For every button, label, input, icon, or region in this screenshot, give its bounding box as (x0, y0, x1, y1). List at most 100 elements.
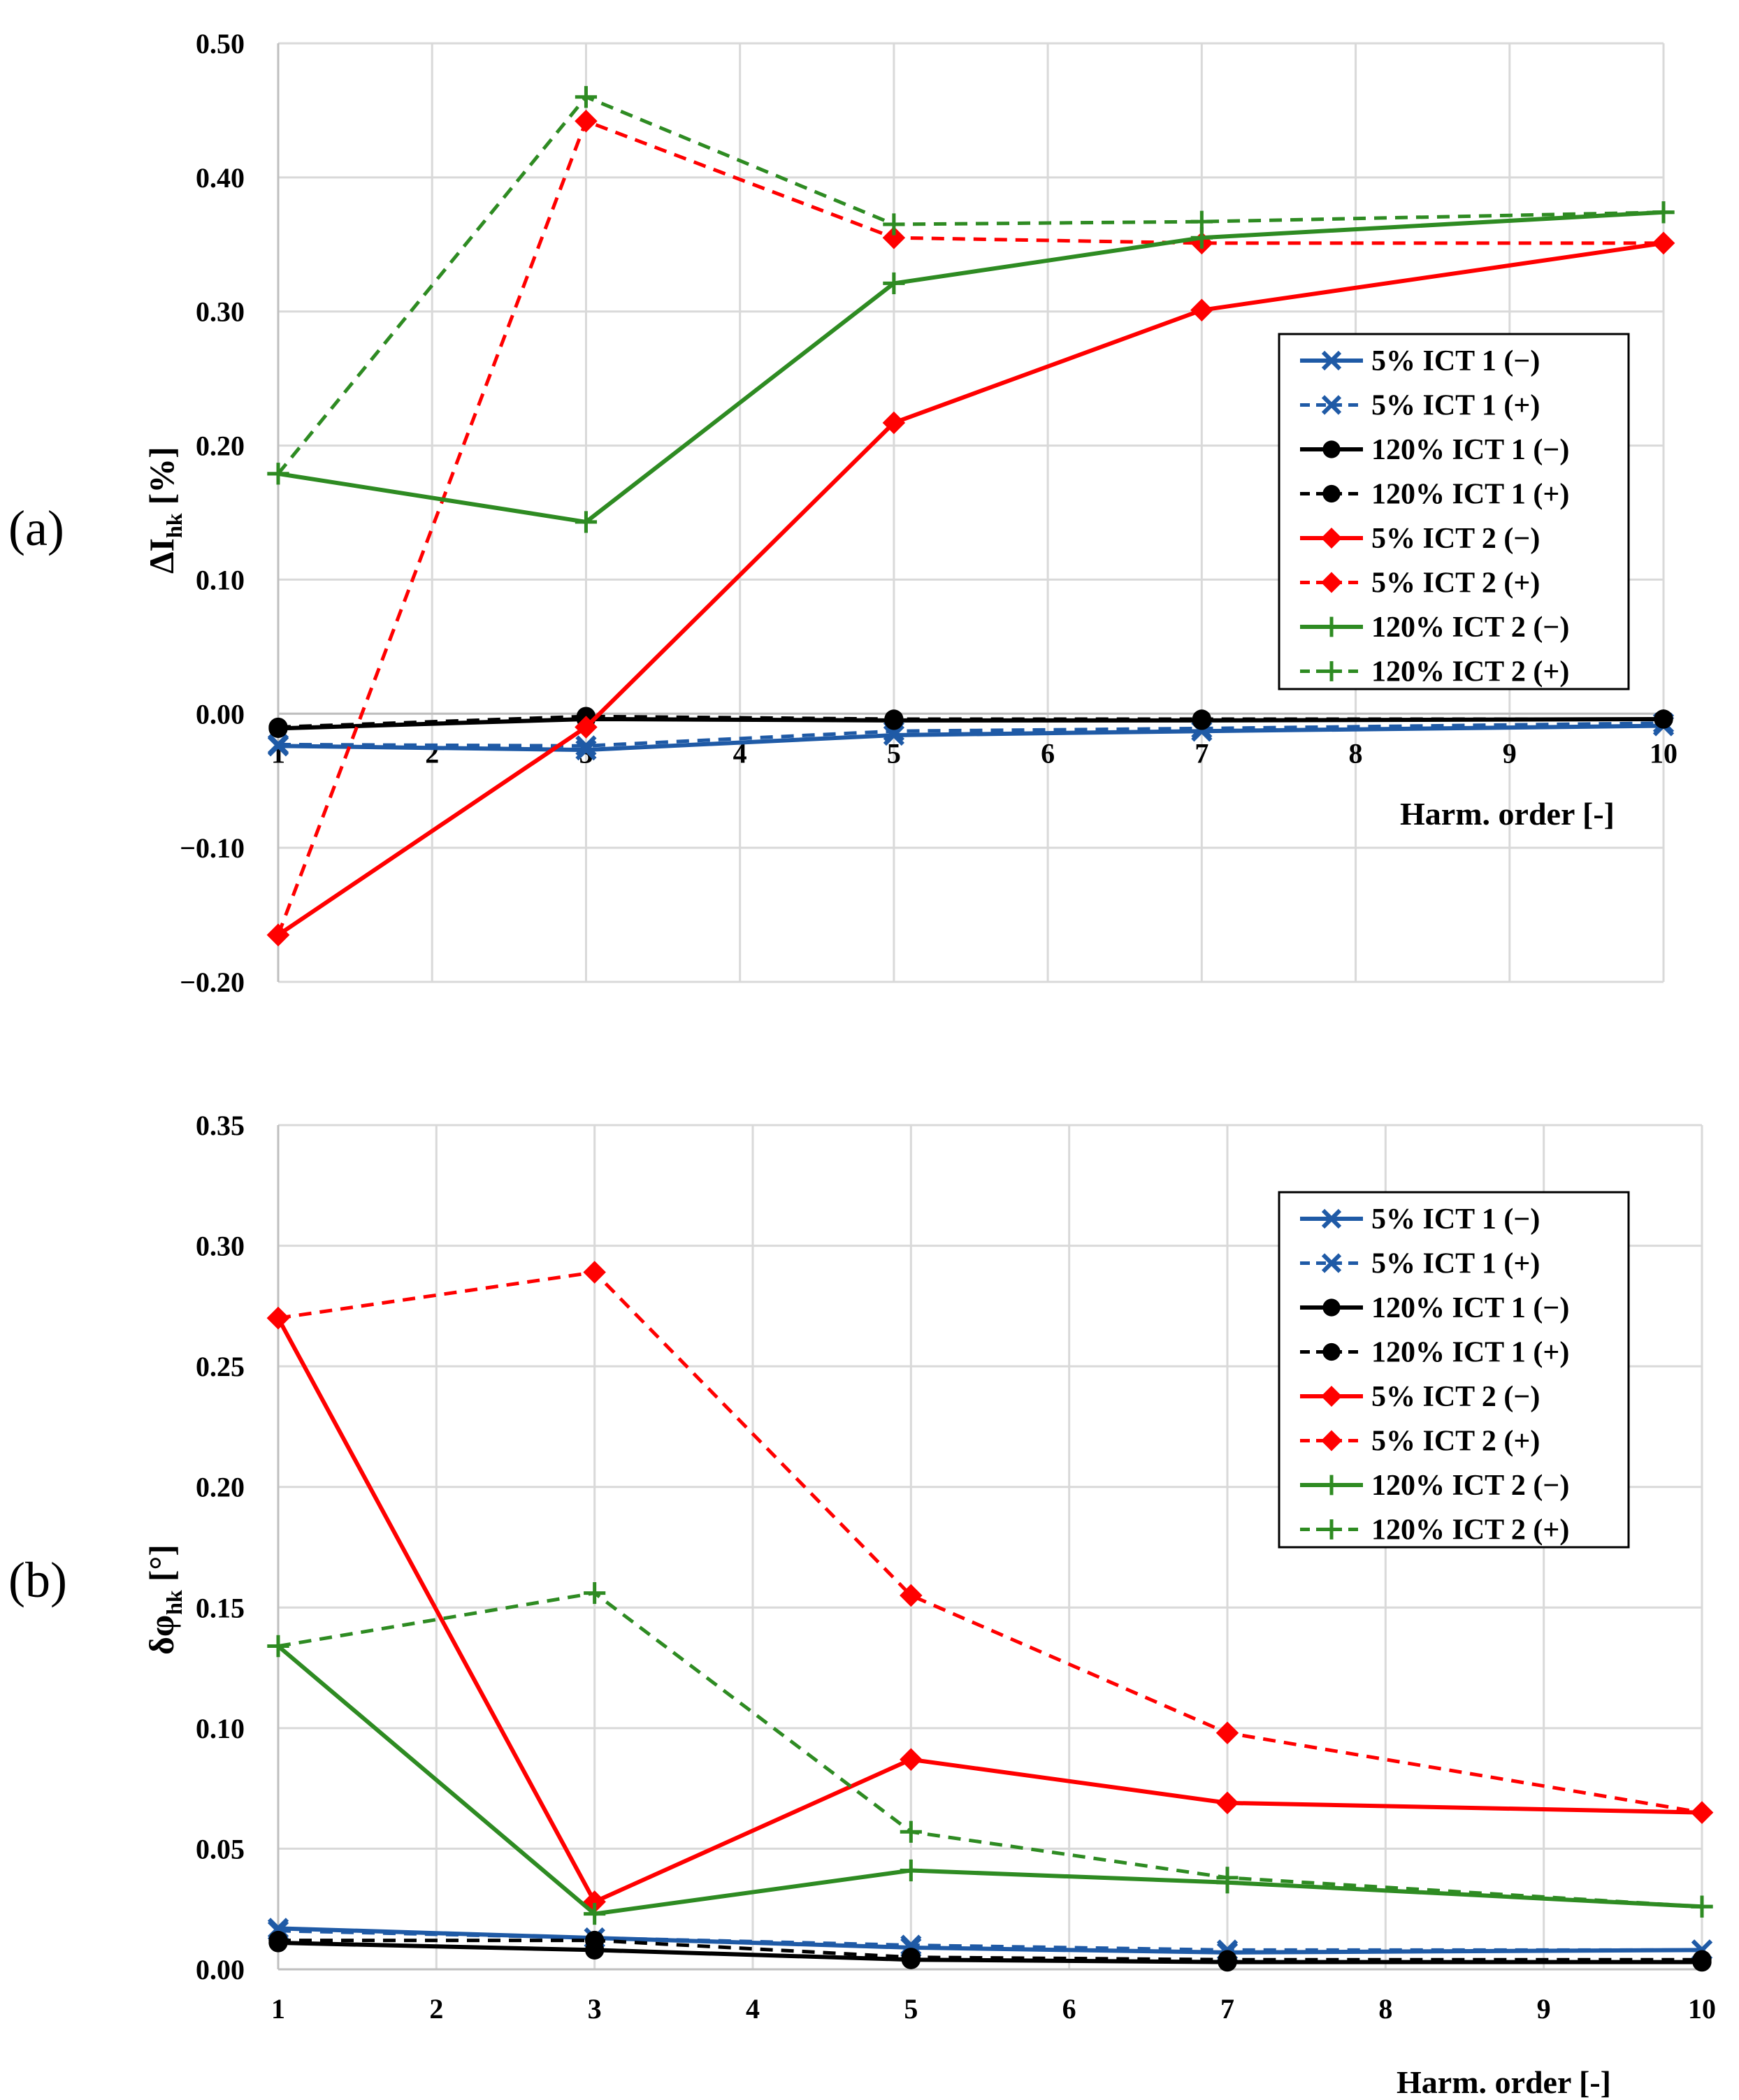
chart-a-data-point (266, 923, 290, 947)
chart-a-data-point (1190, 298, 1213, 322)
chart-a-legend-label: 120% ICT 1 (+) (1371, 479, 1569, 511)
chart-a-legend-label: 120% ICT 2 (+) (1371, 656, 1569, 688)
panel-label-a: (a) (8, 500, 64, 556)
chart-b-legend-label: 120% ICT 1 (−) (1371, 1292, 1569, 1324)
chart-a-legend-label: 120% ICT 1 (−) (1371, 434, 1569, 466)
chart-b-legend-marker (1321, 1386, 1342, 1407)
chart-a-xtick-label: 8 (1349, 737, 1363, 769)
chart-a-legend-marker (1321, 661, 1342, 681)
chart-b-data-point (267, 1635, 289, 1658)
chart-a-ytick-label: 0.00 (196, 698, 245, 730)
chart-a-data-point (575, 110, 598, 133)
chart-b-xtick-label: 2 (429, 1993, 443, 2025)
chart-a-data-point (882, 411, 906, 435)
chart-b-xtick-label: 9 (1537, 1993, 1551, 2025)
chart-a-legend: 5% ICT 1 (−) 5% ICT 1 (+) 120% ICT 1 (−) 12… (1278, 333, 1630, 690)
chart-a-data-point (1654, 709, 1673, 729)
chart-b-legend-box (1278, 1191, 1630, 1549)
chart-b-data-point (1691, 1895, 1713, 1918)
chart-a-legend-label: 5% ICT 1 (−) (1371, 345, 1540, 377)
chart-b-data-point (583, 1261, 606, 1284)
chart-a-ylabel-unit: [%] (142, 447, 181, 505)
chart-b-y-axis-title-text: δφhk [°] (142, 1544, 187, 1655)
chart-b-data-point (1215, 1721, 1239, 1745)
chart-a-data-point (1192, 709, 1211, 729)
chart-b-data-point (584, 1581, 606, 1605)
chart-a-series-3 (268, 707, 1673, 737)
chart-b-xtick-label: 7 (1220, 1993, 1234, 2025)
chart-b-legend: 5% ICT 1 (−) 5% ICT 1 (+) 120% ICT 1 (−) 12… (1278, 1191, 1630, 1549)
chart-a-data-point (268, 717, 288, 737)
chart-a-legend-marker (1321, 616, 1342, 637)
chart-a-data-point (1652, 231, 1675, 255)
chart-b-legend-label: 5% ICT 1 (−) (1371, 1203, 1540, 1236)
chart-b-ytick-label: 0.25 (196, 1351, 245, 1382)
chart-a-data-point (883, 724, 905, 746)
chart-b-series-1 (267, 1920, 1713, 1961)
chart-b-data-point (584, 1903, 606, 1925)
chart-b-data-point (1215, 1791, 1239, 1815)
chart-b-xtick-label: 10 (1688, 1993, 1716, 2025)
chart-b-ylabel-main: δφ (142, 1615, 181, 1655)
chart-a-xtick-label: 4 (733, 737, 747, 769)
chart-a-xtick-label: 7 (1195, 737, 1208, 769)
chart-b: 0.00 0.05 0.10 0.15 0.20 0.25 0.30 0.35 1 2 3 4 5 6 7 8… (142, 1110, 1716, 2100)
chart-b-legend-marker (1321, 1430, 1342, 1451)
chart-a-data-point (575, 86, 598, 108)
chart-a-ytick-label: 0.30 (196, 296, 245, 328)
chart-a-grid (277, 42, 1665, 983)
chart-b-data-point (1216, 1867, 1239, 1889)
chart-a-data-point (575, 735, 597, 757)
chart-b-series-line (277, 1591, 1703, 1909)
chart-a-data-point (267, 734, 289, 755)
chart-a-data-point (575, 739, 597, 761)
chart-b-legend-label: 5% ICT 1 (+) (1371, 1248, 1540, 1280)
chart-a-ytick-label: 0.50 (196, 28, 245, 59)
chart-a-ylabel-sub: hk (161, 513, 187, 538)
chart-a-xtick-label: 10 (1650, 737, 1677, 769)
chart-a-legend-label: 5% ICT 1 (+) (1371, 390, 1540, 422)
chart-b-data-point (900, 1748, 923, 1771)
chart-b-xtick-label: 1 (271, 1993, 285, 2025)
chart-b-legend-marker (1322, 1342, 1341, 1361)
chart-a-legend-marker (1322, 484, 1341, 503)
chart-a-y-axis-title: ΔIhk [%] (142, 447, 187, 574)
chart-a-data-point (882, 226, 906, 249)
chart-a-legend-marker (1322, 440, 1341, 458)
chart-b-data-point (1692, 1950, 1712, 1969)
chart-b-legend-label: 120% ICT 2 (+) (1371, 1514, 1569, 1547)
chart-a-legend-label: 5% ICT 2 (−) (1371, 523, 1540, 555)
chart-a-data-point (884, 709, 904, 729)
chart-b-legend-marker (1322, 1298, 1341, 1317)
chart-a-data-point (575, 716, 598, 739)
chart-b-xtick-label: 4 (746, 1993, 760, 2025)
chart-b-legend-marker (1321, 1208, 1342, 1229)
chart-b-ytick-label: 0.10 (196, 1713, 245, 1744)
chart-b-legend-marker (1321, 1253, 1342, 1273)
chart-b-legend-label: 120% ICT 2 (−) (1371, 1470, 1569, 1502)
chart-a-ytick-label: 0.40 (196, 162, 245, 194)
chart-b-data-point (268, 1930, 288, 1950)
chart-b-ytick-label: 0.05 (196, 1833, 245, 1864)
chart-a-legend-marker (1321, 350, 1342, 371)
chart-b-x-axis-title: Harm. order [-] (1397, 2064, 1611, 2100)
chart-a-xtick-label: 2 (425, 737, 439, 769)
chart-b-xtick-label: 5 (904, 1993, 918, 2025)
chart-b-series-5 (266, 1261, 1714, 1824)
chart-b-series-6 (267, 1635, 1713, 1925)
chart-b-xtick-label: 8 (1378, 1993, 1392, 2025)
chart-b-legend-marker (1321, 1519, 1342, 1540)
chart-b-ylabel-sub: hk (161, 1590, 187, 1615)
chart-b-data-point (901, 1948, 921, 1967)
chart-a-ylabel-main: ΔI (142, 538, 181, 574)
chart-b-ytick-label: 0.00 (196, 1954, 245, 1985)
chart-b-legend-label: 5% ICT 2 (+) (1371, 1426, 1540, 1458)
chart-b-xtick-label: 6 (1062, 1993, 1076, 2025)
chart-b-ylabel-unit: [°] (142, 1544, 181, 1581)
chart-a-legend-marker (1321, 572, 1342, 593)
chart-a-data-point (1190, 210, 1213, 233)
chart-b-data-point (1218, 1950, 1237, 1969)
chart-b-ytick-label: 0.15 (196, 1592, 245, 1623)
chart-b-data-point (585, 1930, 605, 1950)
